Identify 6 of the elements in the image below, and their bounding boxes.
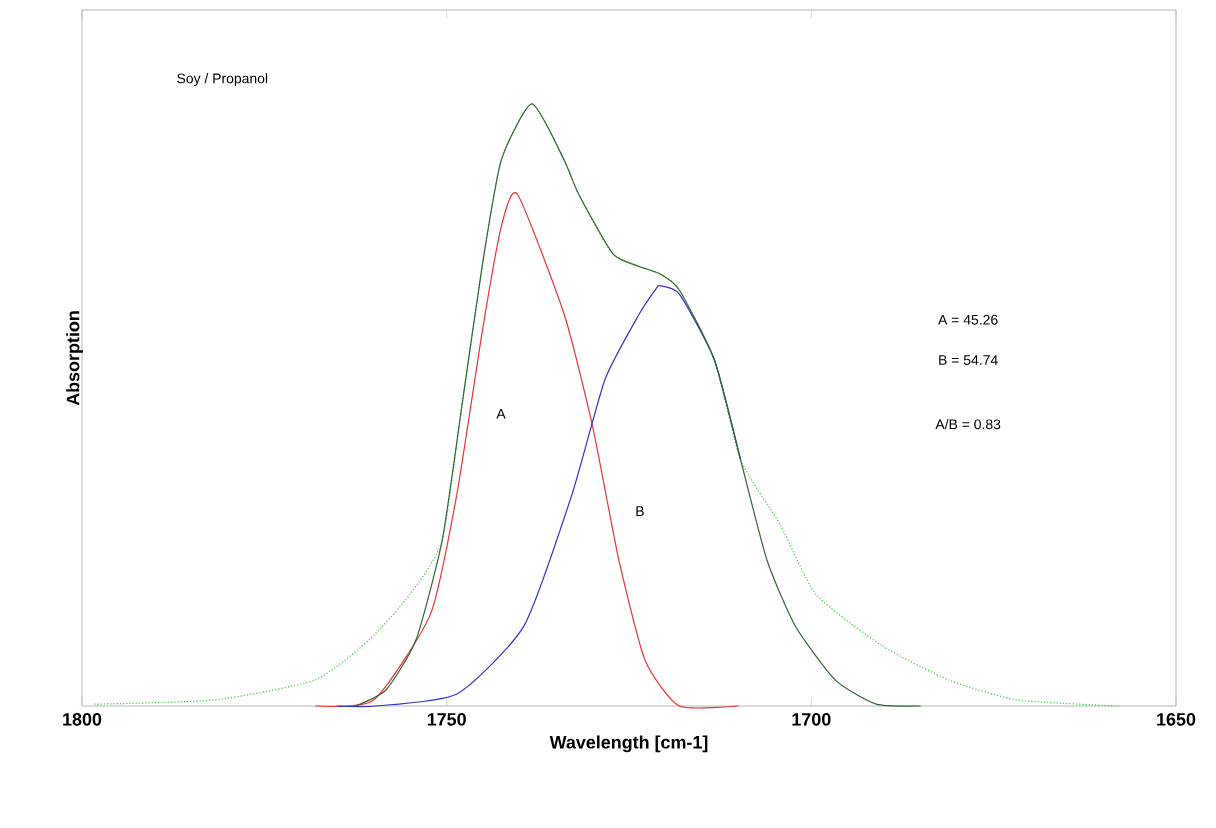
x-tick-label: 1750 (427, 713, 466, 726)
x-tick-label: 1650 (1157, 713, 1196, 726)
x-tick-label: 1800 (63, 713, 102, 726)
x-tick-label: 1700 (792, 713, 831, 726)
x-axis-title: Wavelength [cm-1] (549, 735, 708, 753)
y-axis-title: Absorption (66, 311, 83, 406)
